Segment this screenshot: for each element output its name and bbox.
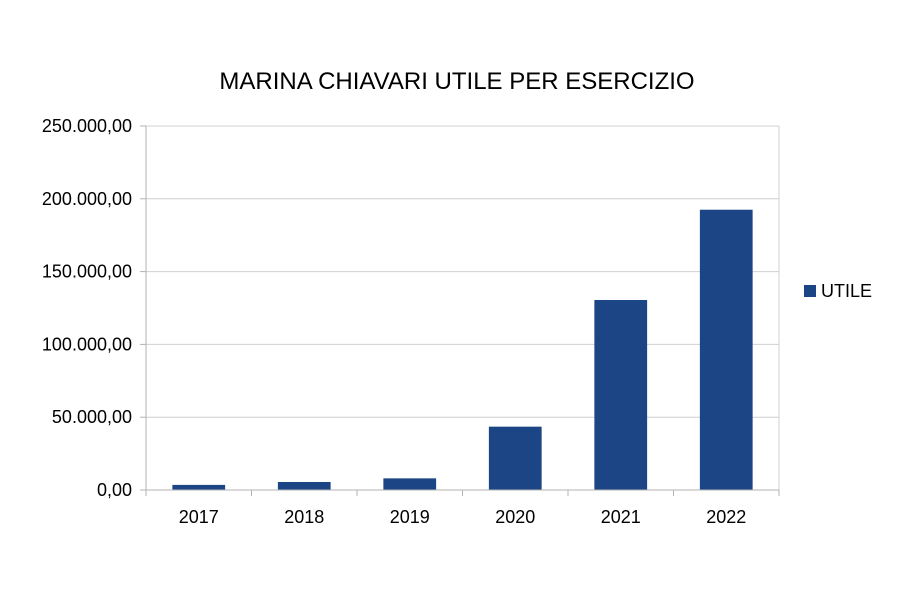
y-tick-labels: 0,00 50.000,00 100.000,00 150.000,00 200.000… bbox=[42, 116, 132, 500]
bar-2022 bbox=[699, 209, 753, 490]
bars bbox=[172, 209, 753, 490]
y-tick-label: 100.000,00 bbox=[42, 334, 132, 354]
y-tick-label: 200.000,00 bbox=[42, 189, 132, 209]
legend-swatch bbox=[804, 285, 816, 297]
bar-2019 bbox=[383, 478, 437, 490]
y-tick-label: 0,00 bbox=[97, 480, 132, 500]
y-tick-label: 150.000,00 bbox=[42, 262, 132, 282]
bar-2020 bbox=[488, 426, 542, 490]
y-tick-label: 50.000,00 bbox=[52, 407, 132, 427]
chart-title: MARINA CHIAVARI UTILE PER ESERCIZIO bbox=[219, 68, 695, 95]
gridlines bbox=[146, 125, 780, 491]
axes bbox=[140, 125, 780, 496]
x-tick-label: 2022 bbox=[706, 507, 746, 527]
legend-label: UTILE bbox=[821, 281, 872, 301]
y-tick-label: 250.000,00 bbox=[42, 116, 132, 136]
x-tick-labels: 2017 2018 2019 2020 2021 2022 bbox=[179, 507, 747, 527]
bar-2021 bbox=[594, 299, 648, 490]
x-tick-label: 2021 bbox=[601, 507, 641, 527]
legend: UTILE bbox=[804, 281, 872, 301]
x-tick-label: 2019 bbox=[390, 507, 430, 527]
bar-2017 bbox=[172, 484, 226, 490]
bar-2018 bbox=[277, 481, 331, 490]
x-tick-label: 2020 bbox=[495, 507, 535, 527]
x-tick-label: 2017 bbox=[179, 507, 219, 527]
x-tick-label: 2018 bbox=[284, 507, 324, 527]
